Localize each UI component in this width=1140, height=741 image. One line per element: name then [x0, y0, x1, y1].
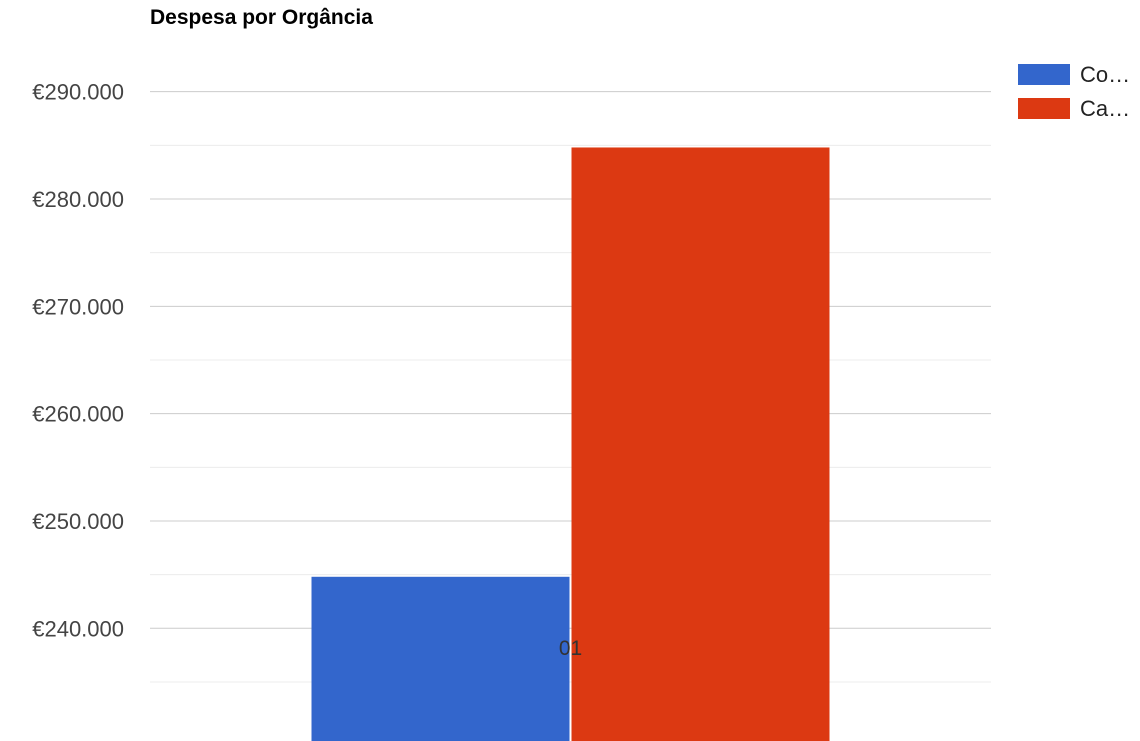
legend-label: Co… — [1080, 62, 1130, 87]
y-tick-label: €290.000 — [32, 80, 124, 105]
y-tick-label: €270.000 — [32, 294, 124, 319]
bar-series-1 — [311, 576, 570, 741]
y-tick-label: €280.000 — [32, 187, 124, 212]
x-axis-ticks: 01 — [559, 637, 582, 660]
y-tick-label: €250.000 — [32, 509, 124, 534]
bar-series-2 — [571, 147, 830, 741]
y-axis-ticks: €240.000 €250.000 €260.000 €270.000 €280.000… — [32, 80, 124, 642]
y-tick-label: €240.000 — [32, 616, 124, 641]
x-tick-label: 01 — [559, 637, 582, 660]
legend-swatch — [1018, 98, 1070, 119]
legend-label: Ca… — [1080, 96, 1130, 121]
chart-title: Despesa por Orgância — [150, 6, 373, 29]
gridlines — [150, 91, 991, 683]
legend: Co… Ca… — [1018, 62, 1130, 121]
legend-swatch — [1018, 64, 1070, 85]
y-tick-label: €260.000 — [32, 402, 124, 427]
bars — [311, 147, 830, 741]
